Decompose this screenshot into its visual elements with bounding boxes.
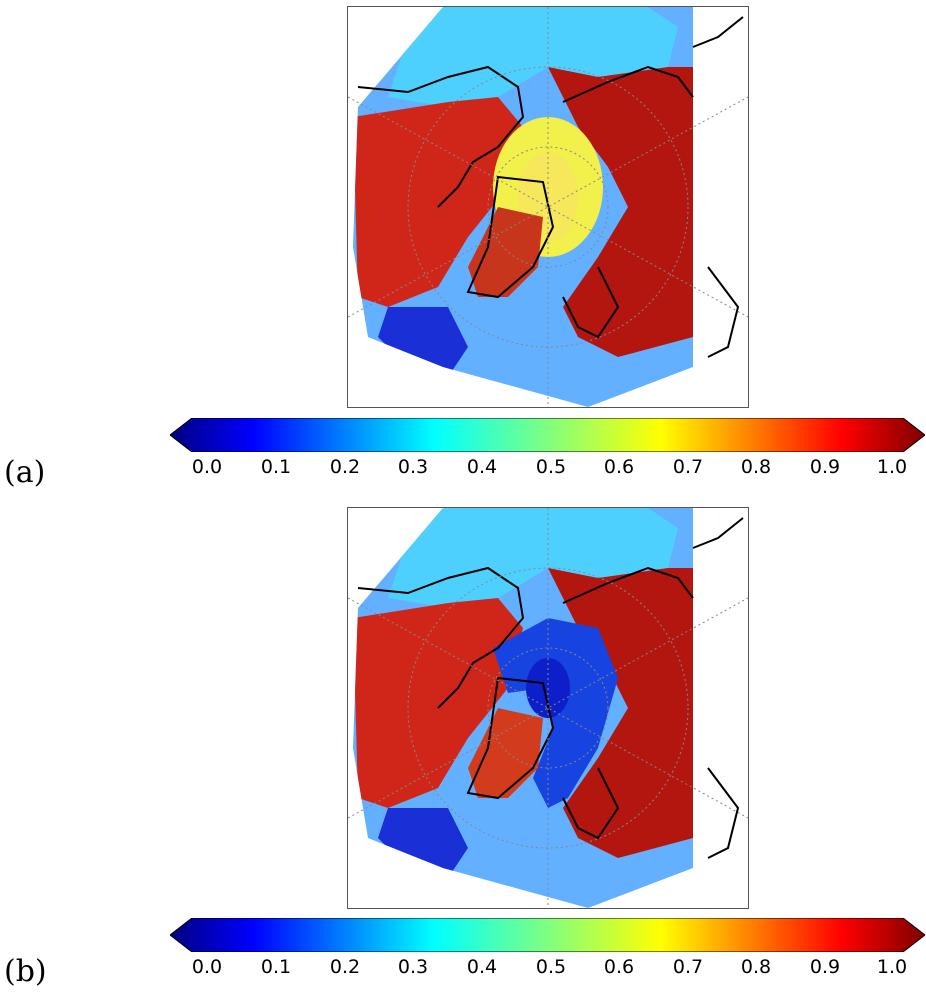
tick-a-2: 0.2 bbox=[329, 456, 361, 478]
tick-a-8: 0.8 bbox=[740, 456, 772, 478]
map-frame-b bbox=[347, 507, 749, 909]
tick-b-7: 0.7 bbox=[672, 956, 704, 978]
tick-a-5: 0.5 bbox=[535, 456, 567, 478]
north-america-land-a bbox=[353, 97, 523, 307]
tick-b-1: 0.1 bbox=[260, 956, 292, 978]
tick-a-6: 0.6 bbox=[603, 456, 635, 478]
colorbar-ticks-b: 0.0 0.1 0.2 0.3 0.4 0.5 0.6 0.7 0.8 0.9 … bbox=[170, 956, 925, 980]
eurasia-land-b bbox=[548, 568, 693, 858]
tick-b-0: 0.0 bbox=[191, 956, 223, 978]
tick-b-8: 0.8 bbox=[740, 956, 772, 978]
tick-a-1: 0.1 bbox=[260, 456, 292, 478]
pacific-ocean-b bbox=[388, 508, 678, 608]
colorbar-b bbox=[170, 918, 925, 952]
tick-a-9: 0.9 bbox=[809, 456, 841, 478]
panel-b: 0.0 0.1 0.2 0.3 0.4 0.5 0.6 0.7 0.8 0.9 … bbox=[0, 500, 926, 1007]
north-america-land-b bbox=[353, 598, 523, 808]
coastlines-a bbox=[357, 16, 744, 358]
map-frame-a bbox=[347, 6, 749, 408]
tick-a-10: 1.0 bbox=[876, 456, 908, 478]
tick-a-7: 0.7 bbox=[672, 456, 704, 478]
tick-b-3: 0.3 bbox=[397, 956, 429, 978]
graticule-b bbox=[348, 508, 748, 908]
colorbar-gradient-b bbox=[170, 918, 925, 952]
tick-b-9: 0.9 bbox=[809, 956, 841, 978]
polar-map-b bbox=[348, 508, 748, 908]
polar-map-a bbox=[348, 7, 748, 407]
coastlines-b bbox=[357, 517, 744, 859]
panel-label-a: (a) bbox=[4, 455, 46, 490]
panel-a: 0.0 0.1 0.2 0.3 0.4 0.5 0.6 0.7 0.8 0.9 … bbox=[0, 0, 926, 500]
graticule-a bbox=[348, 7, 748, 407]
colorbar-ticks-a: 0.0 0.1 0.2 0.3 0.4 0.5 0.6 0.7 0.8 0.9 … bbox=[170, 456, 925, 480]
tick-b-5: 0.5 bbox=[535, 956, 567, 978]
tick-b-4: 0.4 bbox=[466, 956, 498, 978]
pacific-ocean-a bbox=[388, 7, 678, 107]
tick-a-0: 0.0 bbox=[191, 456, 223, 478]
tick-a-4: 0.4 bbox=[466, 456, 498, 478]
tick-b-2: 0.2 bbox=[329, 956, 361, 978]
panel-label-b: (b) bbox=[4, 954, 47, 989]
tick-b-6: 0.6 bbox=[603, 956, 635, 978]
colorbar-a bbox=[170, 418, 925, 452]
eurasia-land-a bbox=[548, 67, 693, 357]
tick-a-3: 0.3 bbox=[397, 456, 429, 478]
colorbar-gradient-a bbox=[170, 418, 925, 452]
tick-b-10: 1.0 bbox=[876, 956, 908, 978]
